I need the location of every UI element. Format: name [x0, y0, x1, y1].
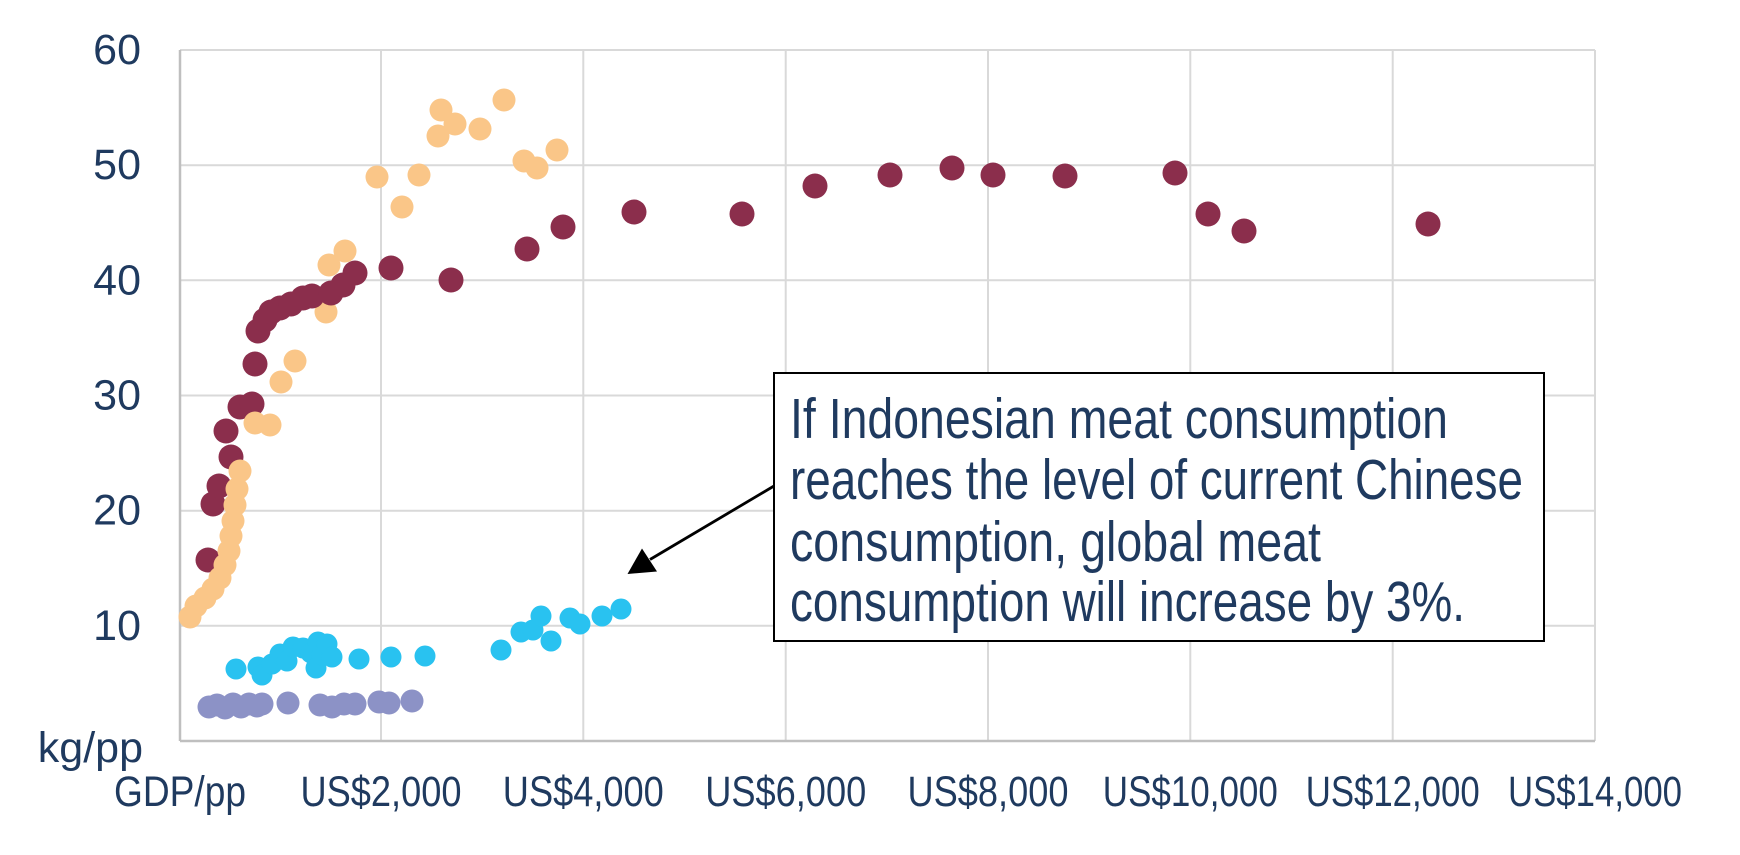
svg-text:60: 60 — [93, 26, 141, 74]
svg-text:40: 40 — [93, 256, 141, 304]
svg-text:30: 30 — [93, 372, 141, 420]
svg-text:US$8,000: US$8,000 — [908, 769, 1069, 816]
svg-text:50: 50 — [93, 141, 141, 189]
svg-text:US$6,000: US$6,000 — [705, 769, 866, 816]
svg-text:20: 20 — [93, 487, 141, 535]
svg-text:US$10,000: US$10,000 — [1103, 769, 1278, 816]
svg-text:consumption will increase by 3: consumption will increase by 3%. — [790, 571, 1465, 633]
svg-text:GDP/pp: GDP/pp — [114, 769, 246, 816]
svg-text:kg/pp: kg/pp — [38, 724, 143, 772]
svg-text:If Indonesian meat consumption: If Indonesian meat consumption — [790, 388, 1448, 450]
svg-text:reaches the level of current C: reaches the level of current Chinese — [790, 449, 1523, 511]
svg-text:US$2,000: US$2,000 — [301, 769, 462, 816]
svg-text:US$12,000: US$12,000 — [1306, 769, 1480, 816]
svg-text:US$14,000: US$14,000 — [1508, 769, 1682, 816]
svg-text:consumption, global meat: consumption, global meat — [790, 511, 1321, 573]
svg-text:US$4,000: US$4,000 — [503, 769, 664, 816]
svg-text:10: 10 — [93, 602, 141, 650]
